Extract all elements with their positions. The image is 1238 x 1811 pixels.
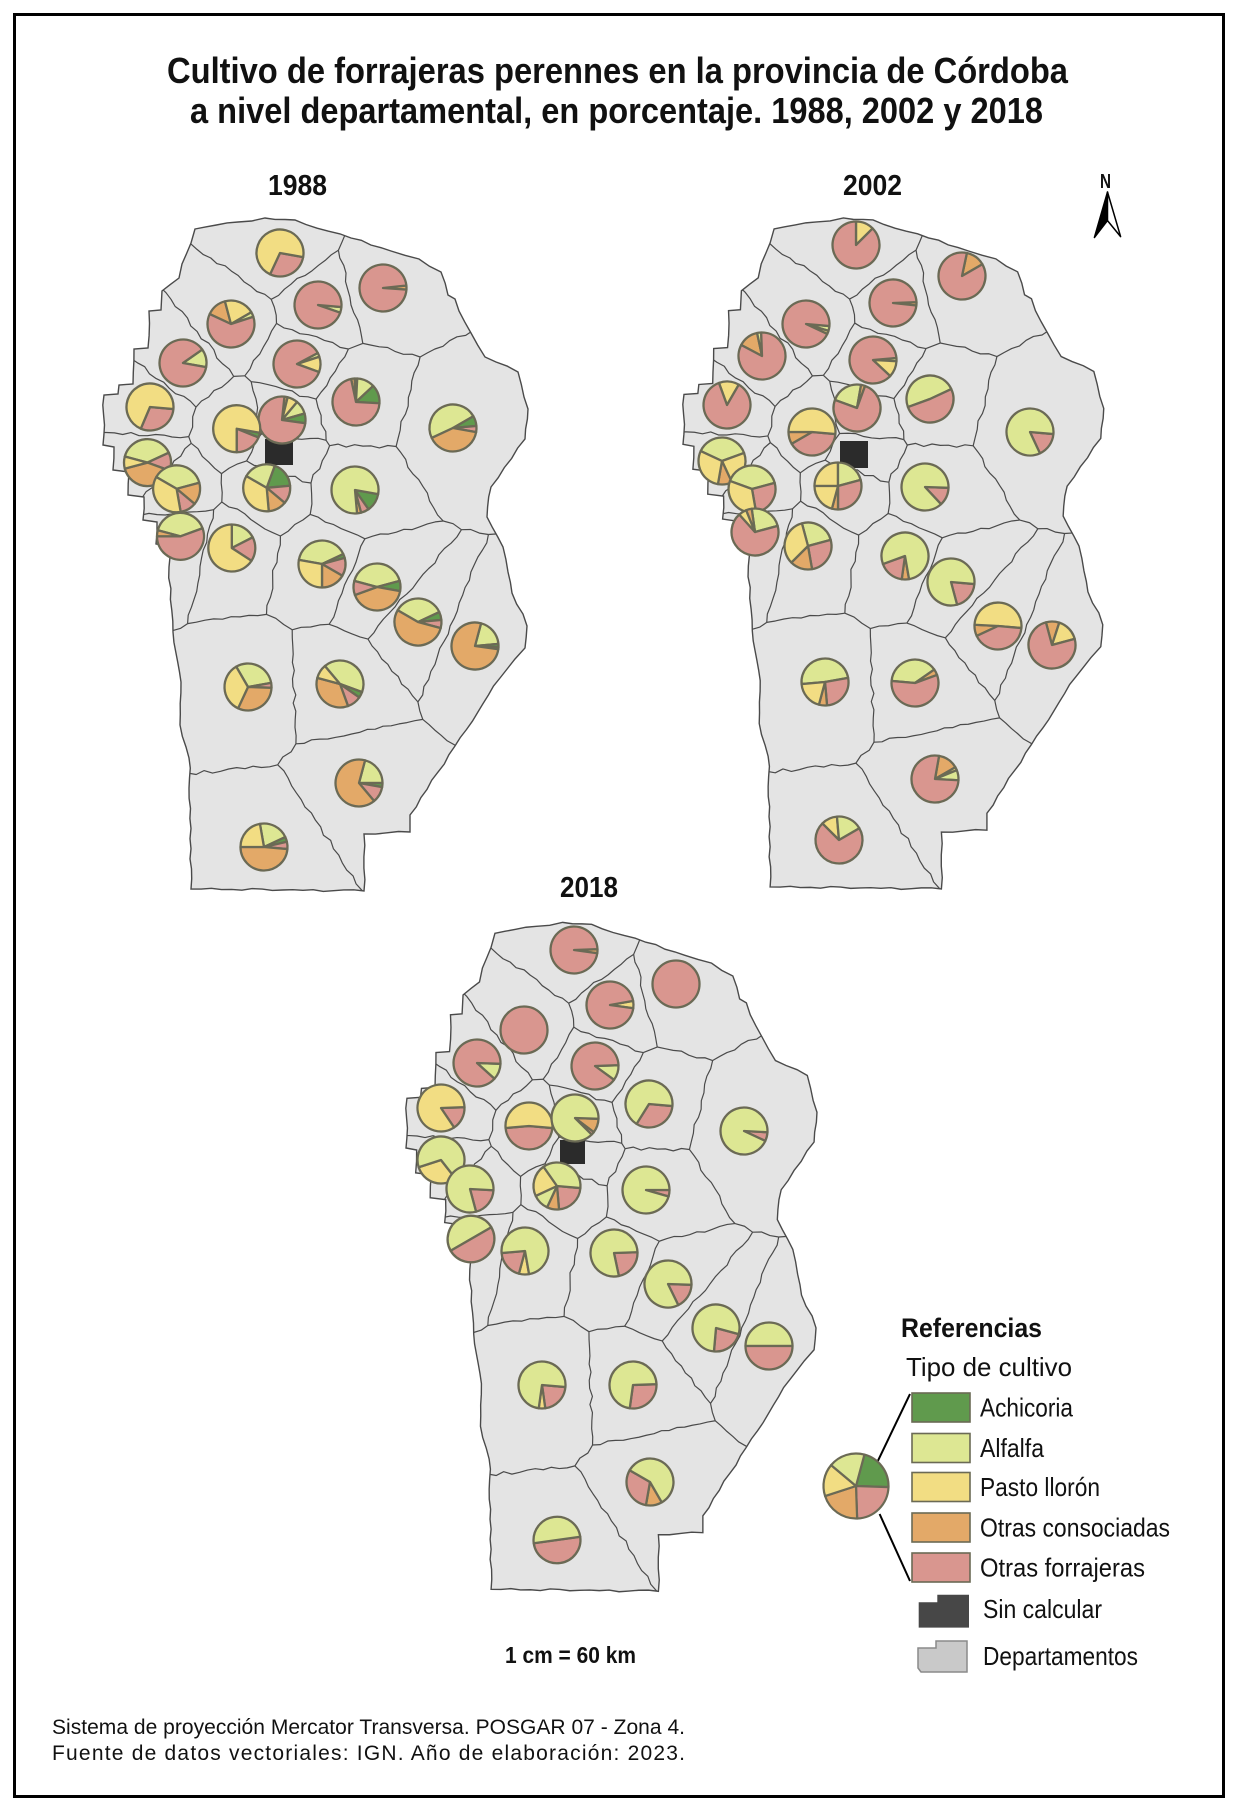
svg-text:Pasto llorón: Pasto llorón bbox=[980, 1472, 1100, 1502]
svg-text:Fuente de datos vectoriales: I: Fuente de datos vectoriales: IGN. Año de… bbox=[52, 1742, 685, 1765]
svg-text:2018: 2018 bbox=[560, 872, 618, 904]
svg-text:1 cm = 60 km: 1 cm = 60 km bbox=[505, 1642, 636, 1668]
svg-text:Cultivo de forrajeras perennes: Cultivo de forrajeras perennes en la pro… bbox=[167, 50, 1069, 91]
svg-text:N: N bbox=[1100, 171, 1111, 193]
svg-text:a nivel departamental, en porc: a nivel departamental, en porcentaje. 19… bbox=[190, 90, 1043, 131]
svg-text:2002: 2002 bbox=[843, 170, 902, 202]
svg-text:Sistema de proyección Mercator: Sistema de proyección Mercator Transvers… bbox=[52, 1716, 685, 1739]
svg-text:Alfalfa: Alfalfa bbox=[980, 1433, 1044, 1463]
svg-text:1988: 1988 bbox=[268, 170, 327, 202]
svg-text:Sin calcular: Sin calcular bbox=[983, 1594, 1102, 1624]
svg-text:Referencias: Referencias bbox=[901, 1313, 1042, 1343]
svg-text:Departamentos: Departamentos bbox=[983, 1641, 1138, 1671]
svg-text:Otras forrajeras: Otras forrajeras bbox=[980, 1553, 1145, 1583]
svg-text:Tipo de cultivo: Tipo de cultivo bbox=[906, 1352, 1072, 1382]
svg-text:Achicoria: Achicoria bbox=[980, 1393, 1073, 1423]
svg-text:Otras consociadas: Otras consociadas bbox=[980, 1513, 1170, 1543]
